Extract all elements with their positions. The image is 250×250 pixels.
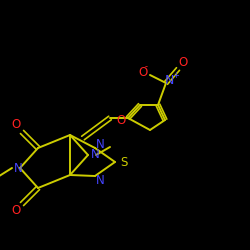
Text: O: O [178, 56, 188, 70]
Text: N: N [14, 162, 22, 174]
Text: N: N [96, 174, 104, 186]
Text: O: O [138, 66, 147, 80]
Text: S: S [120, 156, 128, 168]
Text: O: O [116, 114, 126, 126]
Text: N: N [164, 74, 174, 88]
Text: +: + [172, 70, 180, 80]
Text: O: O [12, 204, 20, 218]
Text: N: N [90, 148, 100, 162]
Text: -: - [144, 62, 148, 72]
Text: N: N [96, 138, 104, 150]
Text: O: O [12, 118, 20, 132]
